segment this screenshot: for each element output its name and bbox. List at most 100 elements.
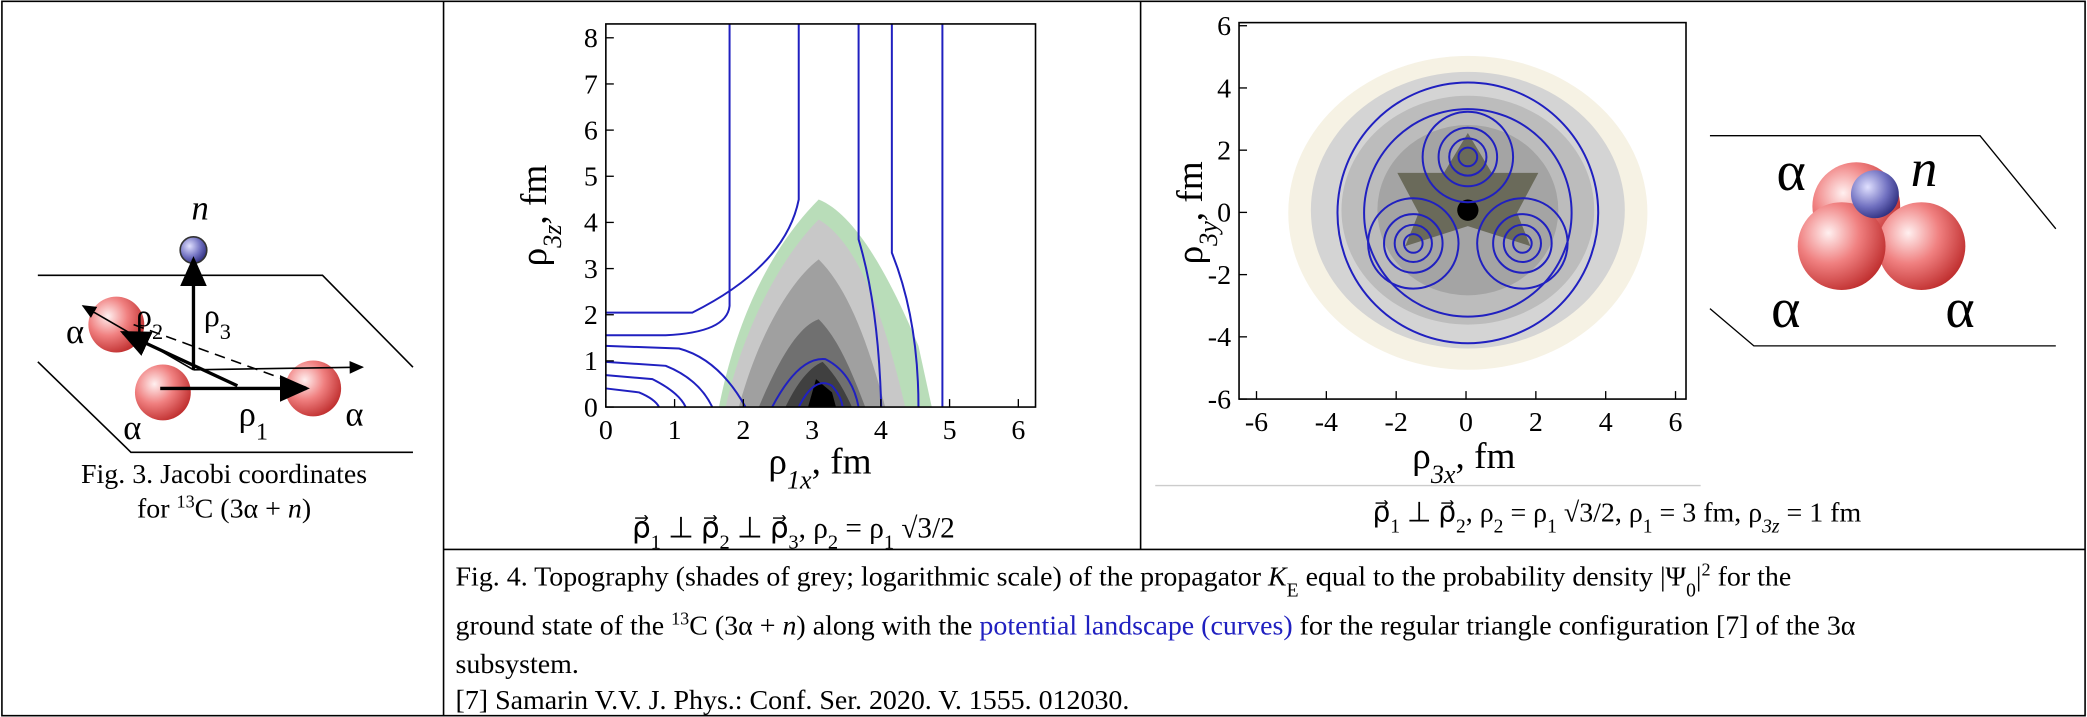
text-run: , ρ bbox=[799, 512, 828, 544]
text-run: n bbox=[191, 189, 208, 227]
cluster-label: α bbox=[1771, 278, 1800, 340]
jacobi-diagram bbox=[37, 235, 414, 454]
text-run: 1 bbox=[256, 418, 268, 445]
cluster-label: n bbox=[1911, 139, 1938, 198]
cluster-label: α bbox=[1945, 278, 1974, 340]
text-run: 1x bbox=[787, 465, 812, 494]
y-tick-label: 6 bbox=[584, 115, 598, 146]
text-run: 1 bbox=[1390, 516, 1400, 537]
y-tick-label: 2 bbox=[1217, 135, 1231, 166]
text-run: 3z bbox=[537, 225, 566, 249]
x-tick-label: 4 bbox=[1599, 407, 1613, 438]
text-run: , fm bbox=[514, 165, 555, 225]
text-run: , fm bbox=[1455, 436, 1515, 477]
y-axis-label: ρ3y, fm bbox=[1170, 161, 1223, 264]
text-run: α bbox=[1776, 141, 1805, 203]
fig4-caption-line: subsystem. bbox=[456, 649, 579, 680]
y-tick-label: -2 bbox=[1208, 260, 1231, 291]
text-run: E bbox=[1287, 580, 1299, 601]
text-run: 1 bbox=[884, 531, 894, 553]
text-run: ρ bbox=[136, 298, 152, 333]
text-run: n bbox=[782, 611, 796, 642]
text-run: 13 bbox=[671, 609, 689, 629]
text-run: ⊥ ρ⃗ bbox=[1400, 497, 1456, 528]
text-run: subsystem. bbox=[456, 649, 579, 680]
y-tick-label: 1 bbox=[584, 346, 598, 377]
y-tick-label: 0 bbox=[1217, 198, 1231, 229]
text-run: , fm bbox=[1170, 161, 1211, 221]
x-tick-label: 0 bbox=[1459, 407, 1473, 438]
text-run: √3/2 bbox=[894, 512, 955, 544]
text-run: α bbox=[123, 409, 141, 447]
x-tick-label: -2 bbox=[1385, 407, 1408, 438]
plot-caption: ρ⃗1 ⊥ ρ⃗2, ρ2 = ρ1 √3/2, ρ1 = 3 fm, ρ3z … bbox=[1372, 497, 1861, 536]
y-tick-label: 5 bbox=[584, 162, 598, 193]
y-tick-label: 8 bbox=[584, 23, 598, 54]
fig4-caption-line: ground state of the 13C (3α + n) along w… bbox=[456, 609, 1856, 642]
x-tick-label: 4 bbox=[874, 415, 888, 446]
diagram-label: α bbox=[66, 313, 84, 351]
text-run: 13 bbox=[177, 491, 195, 511]
plot-caption: ρ⃗1 ⊥ ρ⃗2 ⊥ ρ⃗3, ρ2 = ρ1 √3/2 bbox=[632, 512, 955, 553]
figure-caption: Fig. 3. Jacobi coordinates bbox=[81, 459, 367, 490]
text-run: ρ⃗ bbox=[1372, 497, 1390, 528]
text-run: 1 bbox=[1643, 516, 1653, 537]
text-run: ) bbox=[302, 493, 311, 524]
fig4-caption-line: [7] Samarin V.V. J. Phys.: Conf. Ser. 20… bbox=[456, 685, 1130, 716]
y-tick-label: 6 bbox=[1217, 11, 1231, 42]
y-tick-label: 0 bbox=[584, 392, 598, 423]
x-tick-label: 6 bbox=[1669, 407, 1683, 438]
text-run: Fig. 3. Jacobi coordinates bbox=[81, 459, 367, 490]
text-run: 3 bbox=[788, 531, 798, 553]
fig4-caption-line: Fig. 4. Topography (shades of grey; loga… bbox=[456, 559, 1792, 601]
text-run: = ρ bbox=[838, 512, 884, 544]
y-tick-label: -6 bbox=[1208, 384, 1231, 415]
text-run: 2 bbox=[720, 531, 730, 553]
text-run: ρ⃗ bbox=[632, 512, 651, 544]
cluster-label: α bbox=[1776, 141, 1805, 203]
text-run: ⊥ ρ⃗ bbox=[730, 512, 789, 544]
text-run: for the bbox=[1711, 561, 1792, 592]
text-run: ρ bbox=[204, 298, 220, 333]
text-run: , fm bbox=[812, 442, 872, 483]
text-run: C (3α + bbox=[195, 493, 288, 524]
text-run: 3x bbox=[1430, 460, 1456, 489]
text-run: = 3 fm, ρ bbox=[1653, 497, 1763, 528]
text-run: 3z bbox=[1761, 516, 1780, 537]
text-run: α bbox=[66, 313, 84, 351]
text-run: 2 bbox=[1702, 559, 1711, 579]
text-run: | bbox=[1696, 561, 1702, 592]
diagram-label: α bbox=[345, 396, 363, 434]
plot2-contours bbox=[1288, 55, 1648, 370]
text-run: n bbox=[1911, 139, 1938, 198]
x-tick-label: 2 bbox=[1529, 407, 1543, 438]
text-run: n bbox=[288, 493, 302, 524]
y-axis-label: ρ3z, fm bbox=[514, 165, 567, 267]
text-run: 2 bbox=[1494, 516, 1504, 537]
diagram-label: ρ2 bbox=[136, 298, 163, 344]
x-tick-label: -6 bbox=[1245, 407, 1268, 438]
x-tick-label: 1 bbox=[668, 415, 682, 446]
diagram-label: ρ3 bbox=[204, 298, 231, 344]
x-tick-label: 3 bbox=[805, 415, 819, 446]
x-tick-label: 2 bbox=[736, 415, 750, 446]
cluster-picture bbox=[1709, 135, 2057, 347]
text-run: ⊥ ρ⃗ bbox=[661, 512, 720, 544]
text-run: 2 bbox=[1456, 516, 1466, 537]
y-tick-label: 4 bbox=[584, 208, 598, 239]
text-run: for bbox=[137, 493, 177, 524]
y-tick-label: 2 bbox=[584, 300, 598, 331]
x-tick-label: 0 bbox=[599, 415, 613, 446]
plot-frame bbox=[605, 23, 1037, 408]
text-run: [7] Samarin V.V. J. Phys.: Conf. Ser. 20… bbox=[456, 685, 1130, 716]
diagram-label: α bbox=[123, 409, 141, 447]
text-run: ground state of the bbox=[456, 611, 672, 642]
text-run: 1 bbox=[651, 531, 661, 553]
text-run: = 1 fm bbox=[1780, 497, 1862, 528]
x-axis-label: ρ1x, fm bbox=[768, 442, 871, 495]
plot-frame bbox=[1238, 21, 1687, 400]
text-run: Fig. 4. Topography (shades of grey; loga… bbox=[456, 561, 1268, 592]
